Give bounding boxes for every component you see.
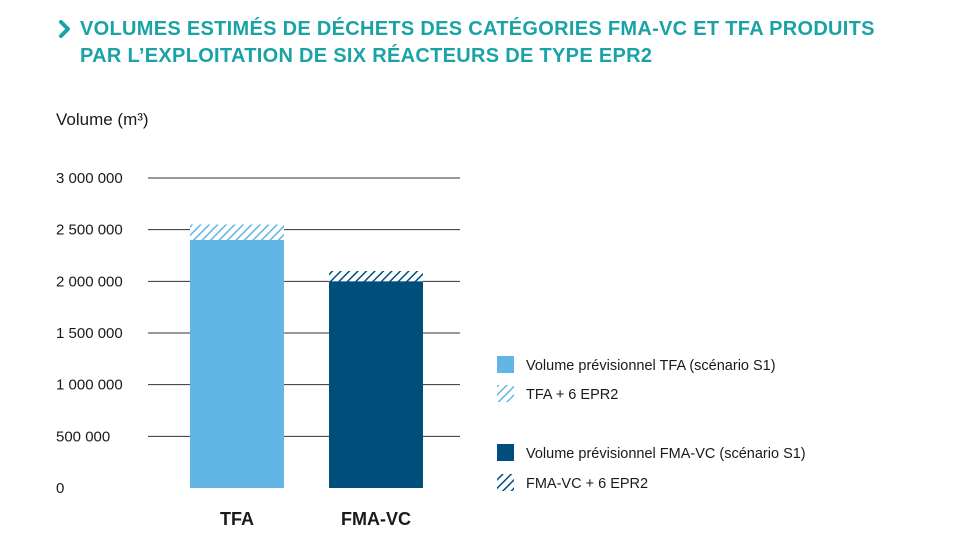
y-tick-label: 2 000 000 bbox=[56, 273, 123, 290]
bar-fma-vc-epr2 bbox=[329, 271, 423, 282]
category-label: FMA-VC bbox=[341, 509, 411, 529]
y-tick-label: 2 500 000 bbox=[56, 222, 123, 239]
y-tick-label: 1 500 000 bbox=[56, 325, 123, 342]
legend-swatch bbox=[497, 474, 514, 491]
bar-tfa-base bbox=[190, 240, 284, 488]
legend-label: FMA-VC + 6 EPR2 bbox=[526, 476, 648, 492]
legend-swatch bbox=[497, 356, 514, 373]
title-line-2: PAR L’EXPLOITATION DE SIX RÉACTEURS DE T… bbox=[80, 45, 653, 67]
bars bbox=[190, 224, 423, 488]
chevron-right-icon bbox=[59, 20, 70, 38]
legend: Volume prévisionnel TFA (scénario S1) TFA… bbox=[497, 356, 806, 492]
legend-label: Volume prévisionnel TFA (scénario S1) bbox=[526, 358, 776, 374]
chart-title: VOLUMES ESTIMÉS DE DÉCHETS DES CATÉGORIE… bbox=[58, 16, 938, 70]
y-tick-labels: 0 500 000 1 000 000 1 500 000 2 000 000 2 500… bbox=[56, 170, 123, 497]
title-line-1: VOLUMES ESTIMÉS DE DÉCHETS DES CATÉGORIE… bbox=[80, 18, 875, 40]
category-label: TFA bbox=[220, 509, 254, 529]
y-tick-label: 500 000 bbox=[56, 428, 110, 445]
y-tick-label: 0 bbox=[56, 480, 64, 497]
y-tick-label: 3 000 000 bbox=[56, 170, 123, 187]
bar-fma-vc-base bbox=[329, 281, 423, 488]
legend-label: Volume prévisionnel FMA-VC (scénario S1) bbox=[526, 446, 806, 462]
legend-swatch bbox=[497, 444, 514, 461]
y-axis-title: Volume (m³) bbox=[56, 110, 149, 129]
legend-label: TFA + 6 EPR2 bbox=[526, 387, 618, 403]
bar-tfa-epr2 bbox=[190, 224, 284, 240]
category-labels: TFA FMA-VC bbox=[220, 509, 411, 529]
y-tick-label: 1 000 000 bbox=[56, 377, 123, 394]
legend-swatch bbox=[497, 385, 514, 402]
